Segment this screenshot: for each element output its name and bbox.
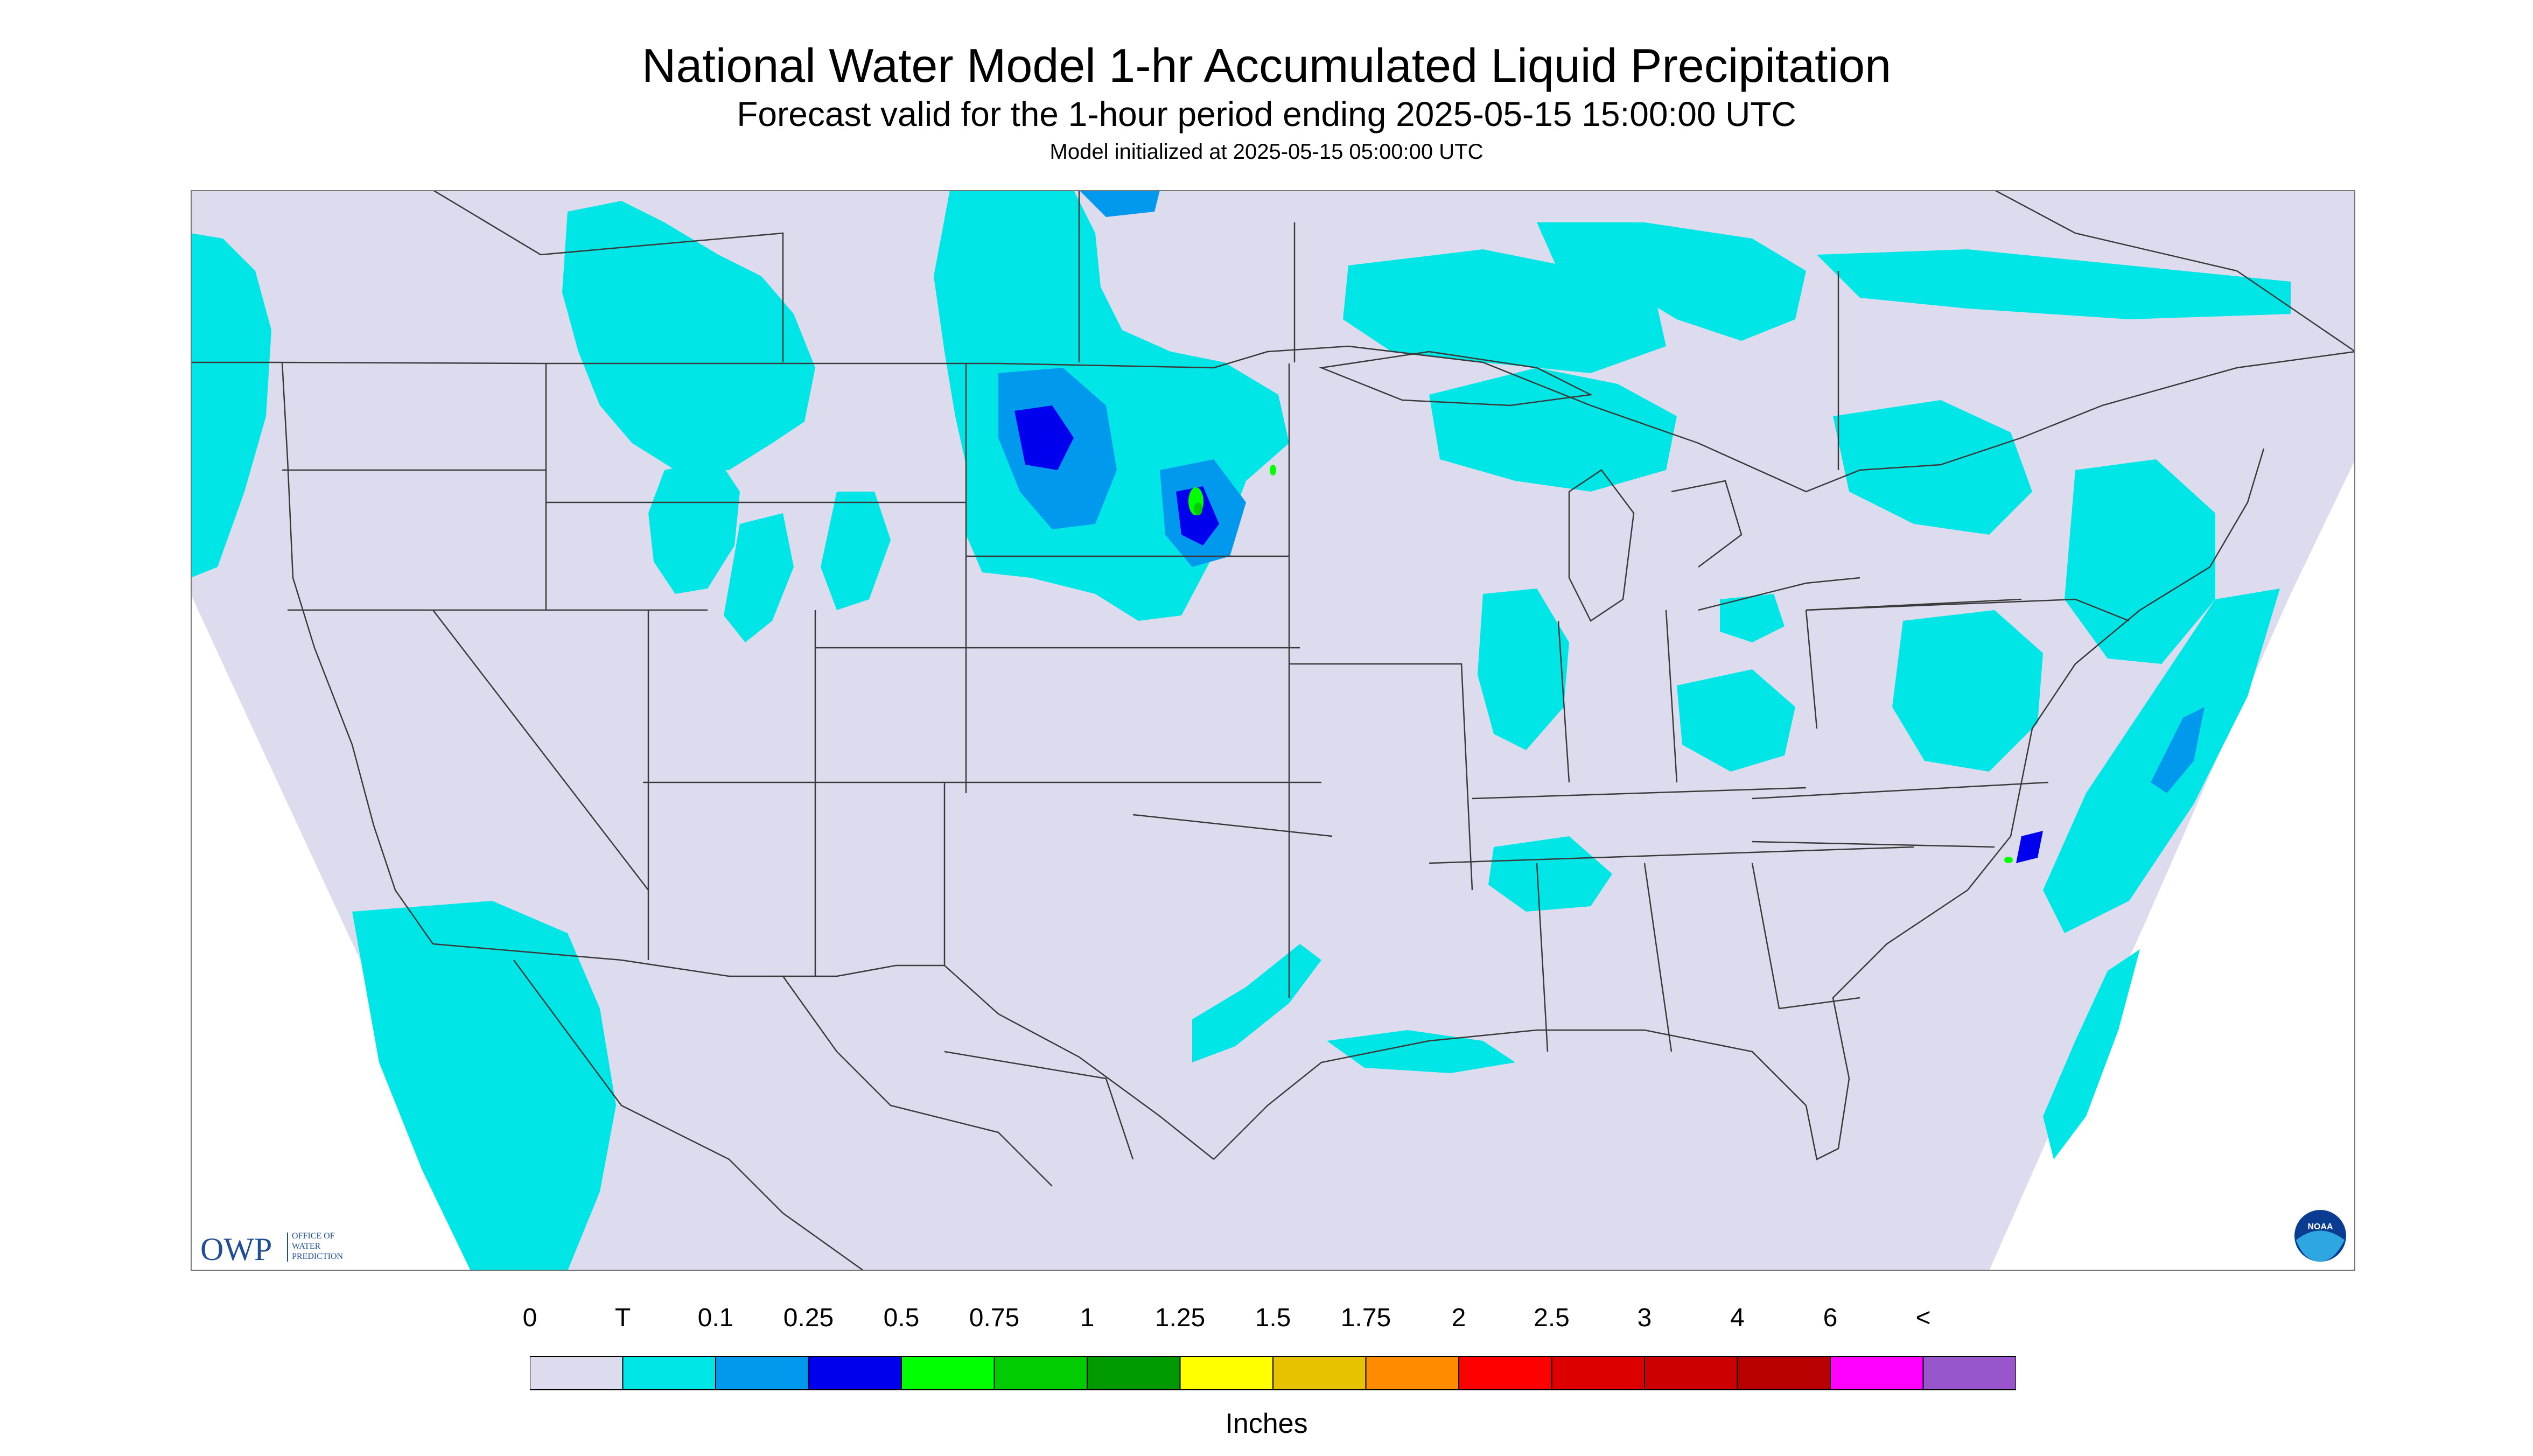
border-il-in [1557, 610, 1678, 783]
legend-swatch [530, 1356, 624, 1390]
owp-logo-letters: OWP [200, 1231, 272, 1267]
legend-tick-labels: 0 T 0.1 0.25 0.5 0.75 1 1.25 1.5 1.75 2 2.5 3 4 6 < [0, 1302, 2533, 1345]
mexico-internal [513, 960, 1134, 1271]
legend-swatch [1830, 1356, 1924, 1390]
legend-swatch [808, 1356, 902, 1390]
noaa-logo-wave [2296, 1230, 2345, 1262]
mexico-border [432, 943, 1214, 1160]
legend-swatch [622, 1356, 716, 1390]
legend-color-bar [530, 1356, 2016, 1390]
precip-01-offshore [2151, 707, 2205, 793]
legend-tick-label: < [1915, 1304, 1931, 1332]
precip-025-sd [1176, 486, 1219, 545]
legend-swatch [1551, 1356, 1645, 1390]
border-ok-tx [943, 782, 1333, 965]
owp-logo: OWP OFFICE OF WATER PREDICTION [200, 1231, 344, 1267]
precip-heavier-areas [998, 190, 2205, 863]
precip-075-cell-sd [1194, 502, 1202, 515]
border-ky-tn [1472, 787, 1807, 800]
forecast-valid-subtitle: Forecast valid for the 1-hour period end… [737, 95, 1796, 134]
legend-tick-label: 6 [1823, 1304, 1838, 1332]
precip-05-cell-nd [1270, 465, 1276, 475]
precip-mississippi [1488, 836, 1612, 912]
legend-tick-label: 4 [1730, 1304, 1745, 1332]
border-ut-co [647, 610, 816, 976]
legend-swatch [1458, 1356, 1552, 1390]
precip-montana-north [562, 201, 815, 470]
legend-swatch [1365, 1356, 1459, 1390]
precip-peak-cells [1188, 465, 2013, 863]
border-ga-fl [1751, 863, 1860, 1010]
map-frame [191, 190, 2355, 1271]
precipitation-map: OWP OFFICE OF WATER PREDICTION NOAA [191, 190, 2355, 1271]
legend-swatch [715, 1356, 809, 1390]
legend-tick-label: 3 [1637, 1304, 1652, 1332]
legend-tick-label: 1.5 [1255, 1304, 1291, 1332]
great-lake-huron-erie [1671, 480, 1860, 611]
border-pa-ny [1806, 598, 2130, 622]
precip-northeast [2065, 459, 2215, 664]
legend-swatch [1179, 1356, 1274, 1390]
legend-swatch [901, 1356, 995, 1390]
precip-mid-atlantic [1892, 610, 2043, 772]
precip-idaho-montana [648, 459, 740, 594]
great-lake-superior [1319, 351, 1593, 407]
noaa-logo: NOAA [2294, 1210, 2346, 1262]
precip-01-north [1079, 190, 1160, 217]
precip-canada-band-3 [1817, 249, 2291, 319]
precip-indiana-kentucky [1478, 589, 1569, 750]
precip-025-offshore [2016, 831, 2043, 863]
map-title: National Water Model 1-hr Accumulated Li… [641, 39, 1892, 92]
canada-border [191, 345, 2355, 493]
precip-lower-michigan-shore [1720, 594, 1785, 642]
legend-tick-label: 0.5 [883, 1304, 920, 1332]
noaa-logo-text: NOAA [2307, 1222, 2333, 1231]
legend-tick-label: 1.25 [1154, 1304, 1206, 1332]
precip-025-dakota [1014, 405, 1074, 470]
canada-internal [432, 190, 2355, 470]
precip-wyoming [724, 513, 794, 642]
border-tn-ms [1429, 846, 1914, 864]
owp-logo-line2: WATER [292, 1242, 321, 1251]
precip-gulf-coast [1327, 1030, 1515, 1073]
legend-swatch [1272, 1356, 1367, 1390]
precip-offshore-south [2043, 949, 2140, 1159]
precip-ontario-quebec [1833, 400, 2032, 535]
precip-pacific-nw [191, 233, 271, 578]
border-nv-ut [432, 610, 649, 891]
legend-tick-label: 1.75 [1340, 1304, 1391, 1332]
legend-swatch [1737, 1356, 1831, 1390]
legend-swatch [1087, 1356, 1181, 1390]
state-boundaries [191, 190, 2355, 1271]
owp-logo-line1: OFFICE OF [292, 1231, 335, 1241]
legend-tick-label: 2.5 [1534, 1304, 1570, 1332]
border-va-nc [1752, 781, 2049, 800]
border-ms-al [1536, 863, 1673, 1052]
gulf-coast-line [1213, 448, 2265, 1160]
great-lake-michigan [1568, 469, 1635, 622]
legend-tick-label: 2 [1451, 1304, 1466, 1332]
legend-swatch [1922, 1356, 2016, 1390]
legend-units: Inches [1225, 1408, 1308, 1439]
precip-great-lakes [1429, 368, 1677, 492]
precip-ohio-valley [1677, 669, 1795, 772]
precip-05-cell-offshore [2004, 857, 2013, 863]
legend-tick-label: 0.1 [697, 1304, 734, 1332]
legend-swatch [1644, 1356, 1738, 1390]
precip-canada-band-2 [1537, 222, 1806, 341]
legend-tick-label: 0.75 [969, 1304, 1020, 1332]
legend-tick-label: 0.25 [783, 1304, 834, 1332]
legend-swatch [993, 1356, 1088, 1390]
legend-tick-label: 0 [522, 1304, 537, 1332]
precip-canada-band-1 [1343, 249, 1666, 373]
legend-tick-label: T [614, 1304, 631, 1332]
model-initialized-line: Model initialized at 2025-05-15 05:00:00… [1049, 140, 1484, 164]
legend-tick-label: 1 [1080, 1304, 1095, 1332]
precip-sd-nebraska [821, 492, 891, 610]
west-coast [281, 362, 434, 944]
precip-baja-pacific [352, 901, 616, 1271]
border-nc-sc [1752, 841, 1995, 848]
border-ia-mo [1289, 663, 1473, 891]
owp-logo-line3: PREDICTION [292, 1252, 344, 1261]
